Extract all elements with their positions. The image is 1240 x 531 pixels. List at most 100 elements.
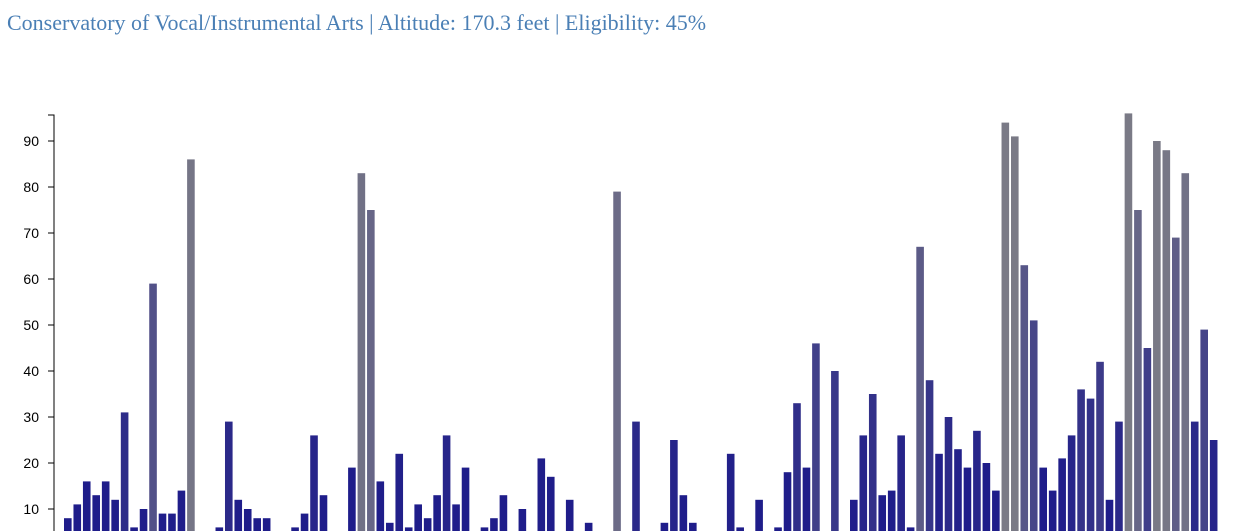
bar[interactable] [982, 463, 991, 531]
bar[interactable] [130, 527, 138, 531]
bar[interactable] [859, 435, 868, 531]
bar[interactable] [1200, 329, 1208, 531]
bar[interactable] [831, 371, 839, 531]
bar[interactable] [783, 472, 792, 531]
bar[interactable] [395, 453, 404, 531]
bar[interactable] [944, 417, 953, 531]
bar[interactable] [1209, 440, 1218, 531]
bar[interactable] [887, 490, 896, 531]
bar[interactable] [613, 191, 621, 531]
bar[interactable] [262, 518, 271, 531]
bar[interactable] [1077, 389, 1085, 531]
bar[interactable] [679, 495, 688, 531]
bar[interactable] [1190, 421, 1199, 531]
bar[interactable] [224, 421, 233, 531]
bar[interactable] [404, 527, 413, 531]
bar[interactable] [139, 509, 148, 531]
bar[interactable] [423, 518, 432, 531]
bar[interactable] [878, 495, 887, 531]
bar[interactable] [1011, 136, 1019, 531]
bar[interactable] [234, 499, 243, 531]
bar[interactable] [414, 504, 422, 531]
bar[interactable] [906, 527, 915, 531]
bar[interactable] [726, 453, 735, 531]
bar[interactable] [452, 504, 460, 531]
bar[interactable] [774, 527, 782, 531]
bar[interactable] [1181, 173, 1190, 531]
bar[interactable] [689, 522, 697, 531]
bar[interactable] [461, 467, 470, 531]
bar[interactable] [1086, 398, 1095, 531]
bar[interactable] [499, 495, 508, 531]
bar[interactable] [348, 467, 356, 531]
bar[interactable] [1096, 361, 1104, 531]
bar[interactable] [793, 403, 801, 531]
bar[interactable] [64, 518, 72, 531]
bar[interactable] [1124, 113, 1133, 531]
bar[interactable] [480, 527, 489, 531]
bar[interactable] [632, 421, 640, 531]
bar[interactable] [736, 527, 744, 531]
bar[interactable] [1153, 141, 1161, 531]
bar[interactable] [935, 453, 943, 531]
bar[interactable] [584, 522, 593, 531]
bar[interactable] [802, 467, 811, 531]
bar[interactable] [1134, 210, 1142, 531]
bar[interactable] [1115, 421, 1123, 531]
bar[interactable] [963, 467, 972, 531]
bar[interactable] [1048, 490, 1057, 531]
bar[interactable] [177, 490, 186, 531]
bar[interactable] [442, 435, 451, 531]
bar[interactable] [187, 159, 195, 531]
bar[interactable] [310, 435, 318, 531]
y-axis-line [48, 114, 55, 531]
bar[interactable] [518, 509, 527, 531]
bar[interactable] [367, 210, 375, 531]
bar[interactable] [149, 283, 157, 531]
bar[interactable] [850, 499, 858, 531]
bar[interactable] [868, 394, 877, 531]
bar[interactable] [158, 513, 167, 531]
bar[interactable] [490, 518, 498, 531]
bar[interactable] [546, 476, 555, 531]
bar[interactable] [1067, 435, 1076, 531]
bar[interactable] [1029, 320, 1038, 531]
bar[interactable] [120, 412, 129, 531]
bar[interactable] [916, 246, 924, 531]
bar[interactable] [433, 495, 441, 531]
bar[interactable] [897, 435, 905, 531]
bar[interactable] [73, 504, 82, 531]
bar[interactable] [253, 518, 261, 531]
bar[interactable] [1020, 265, 1029, 531]
bar[interactable] [101, 481, 110, 531]
bar[interactable] [300, 513, 309, 531]
bar[interactable] [1039, 467, 1048, 531]
bar[interactable] [291, 527, 299, 531]
bar[interactable] [215, 527, 224, 531]
bar[interactable] [357, 173, 366, 531]
bar[interactable] [755, 499, 763, 531]
bar[interactable] [243, 509, 252, 531]
bar[interactable] [1171, 237, 1180, 531]
bar[interactable] [376, 481, 385, 531]
bar[interactable] [1143, 348, 1152, 531]
bar[interactable] [670, 440, 678, 531]
bar[interactable] [992, 490, 1000, 531]
bar[interactable] [111, 499, 119, 531]
bar[interactable] [82, 481, 91, 531]
bar[interactable] [1058, 458, 1066, 531]
bar[interactable] [954, 449, 962, 531]
bar[interactable] [537, 458, 546, 531]
bar[interactable] [973, 430, 981, 531]
bar[interactable] [565, 499, 574, 531]
bar[interactable] [1001, 122, 1010, 531]
bar[interactable] [1162, 150, 1171, 531]
bar[interactable] [812, 343, 820, 531]
bar[interactable] [92, 495, 101, 531]
bar[interactable] [1105, 499, 1114, 531]
bar[interactable] [319, 495, 328, 531]
bar[interactable] [925, 380, 934, 531]
bar[interactable] [168, 513, 176, 531]
bar[interactable] [660, 522, 669, 531]
bar[interactable] [385, 522, 394, 531]
